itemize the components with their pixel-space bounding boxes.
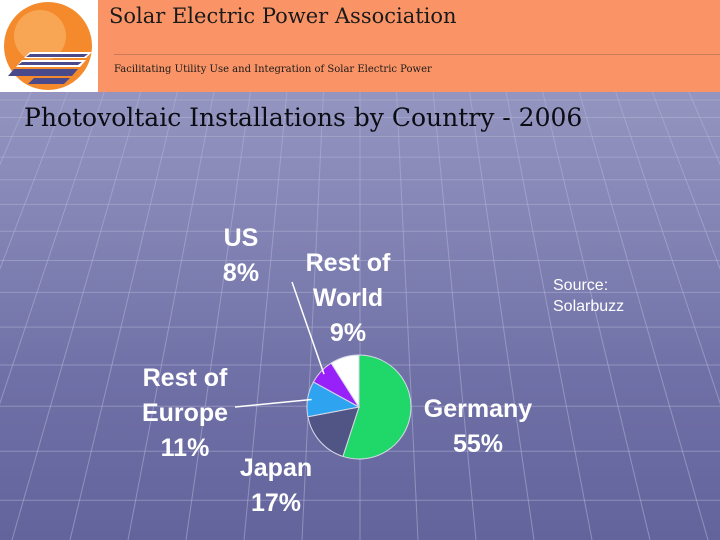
slice-label-rest-of-europe: Rest of Europe 11% [142, 364, 228, 462]
pie-slice-rest-of-world [330, 354, 360, 409]
header-banner: Solar Electric Power Association Facilit… [0, 0, 720, 92]
slide-title: Photovoltaic Installations by Country - … [24, 103, 583, 132]
slice-label-germany: Germany 55% [424, 395, 532, 458]
source-label: Source: [553, 277, 609, 294]
slice-label-rest-of-world: Rest of World 9% [306, 249, 391, 347]
header-divider [114, 54, 720, 55]
pie-slice-germany [342, 354, 412, 460]
slice-label-us: US 8% [223, 224, 259, 287]
leader-line-us [291, 281, 325, 375]
source-name: Solarbuzz [553, 298, 625, 315]
leader-line-rest-of-europe [234, 398, 312, 408]
org-name: Solar Electric Power Association [109, 4, 457, 28]
pie-slice-japan [307, 406, 360, 458]
source-note: Source: Solarbuzz [553, 275, 624, 317]
slice-label-japan: Japan 17% [240, 454, 312, 517]
grid-floor-background [0, 92, 720, 540]
sepa-logo [0, 0, 98, 92]
org-tagline: Facilitating Utility Use and Integration… [114, 64, 432, 75]
